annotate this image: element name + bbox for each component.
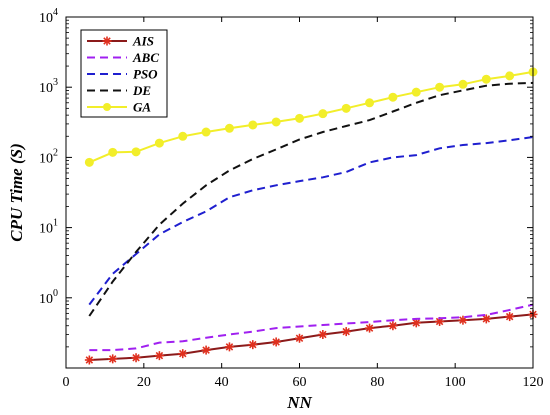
point-ais (201, 345, 211, 355)
point-ga (411, 87, 421, 97)
point-ais (224, 342, 234, 352)
series-line-pso (88, 136, 534, 306)
series-abc (89, 303, 534, 352)
point-ga (178, 131, 188, 141)
point-ga (84, 157, 94, 167)
point-ga (435, 82, 445, 92)
y-tick-label: 100 (39, 288, 58, 307)
point-ais (295, 333, 304, 343)
point-ga (388, 92, 398, 102)
legend-item-ais: AIS (87, 34, 154, 49)
legend-item-abc: ABC (87, 50, 159, 65)
point-ais (341, 327, 351, 337)
legend-label: DE (132, 83, 151, 98)
legend-item-ga: GA (87, 100, 151, 115)
point-ga (201, 127, 211, 137)
point-ga (341, 103, 351, 113)
point-ga (481, 74, 491, 84)
point-ga (318, 109, 328, 119)
point-ais (131, 353, 141, 363)
series-line-abc (89, 303, 534, 352)
x-tick-label: 40 (215, 375, 229, 390)
point-ga (458, 79, 468, 89)
x-axis-title: NN (286, 393, 312, 412)
point-ga (108, 147, 118, 157)
point-ais (505, 312, 515, 322)
y-tick-label: 103 (39, 77, 58, 96)
legend-label: GA (133, 100, 151, 115)
y-tick-label: 104 (39, 7, 58, 26)
x-tick-label: 0 (63, 375, 70, 390)
point-ais (84, 355, 94, 365)
point-ga (271, 117, 281, 127)
series-ga (84, 67, 538, 167)
series-line-de (88, 81, 534, 317)
y-tick-label: 102 (39, 147, 58, 166)
x-tick-label: 80 (370, 375, 384, 390)
point-ga (224, 123, 234, 133)
legend-label: PSO (133, 67, 158, 82)
series-de (88, 81, 534, 317)
point-ais (365, 323, 375, 333)
point-ga (295, 113, 304, 123)
x-tick-label: 60 (293, 375, 307, 390)
point-ga (131, 147, 141, 157)
series-pso (88, 136, 534, 306)
x-tick-label: 20 (137, 375, 151, 390)
legend-box (80, 29, 168, 118)
legend-marker (103, 103, 111, 111)
point-ais (481, 314, 491, 324)
point-ais (318, 330, 328, 340)
point-ga (365, 98, 375, 108)
y-tick-label: 101 (39, 218, 58, 237)
y-axis-title: CPU Time (S) (7, 143, 26, 242)
point-ais (458, 315, 468, 325)
legend-marker (102, 36, 112, 46)
legend-label: ABC (132, 50, 159, 65)
legend-item-de: DE (87, 83, 151, 98)
point-ais (178, 349, 188, 359)
point-ais (388, 321, 398, 331)
point-ais (108, 354, 118, 364)
point-ais (411, 318, 421, 328)
axes-layer: 0 20 40 60 80 100 120 100 101 102 103 104 (39, 7, 544, 390)
legend-label: AIS (132, 34, 154, 49)
legend-item-pso: PSO (87, 67, 158, 82)
point-ga (248, 120, 258, 130)
series-layer (84, 67, 538, 365)
point-ga (154, 138, 164, 148)
point-ga (505, 71, 515, 81)
point-ais (154, 351, 164, 361)
point-ais (248, 340, 258, 350)
x-tick-label: 120 (523, 375, 544, 390)
x-tick-label: 100 (445, 375, 466, 390)
point-ais (271, 337, 281, 347)
